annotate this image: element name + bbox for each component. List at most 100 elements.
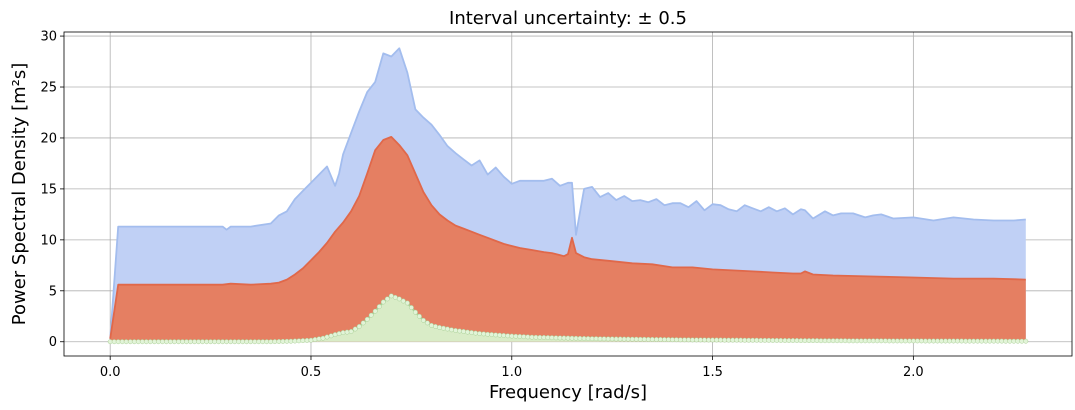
lower-bound-point [878, 338, 884, 344]
lower-bound-point [1007, 338, 1013, 344]
lower-bound-point [416, 313, 422, 319]
lower-bound-point [171, 339, 177, 345]
lower-bound-point [790, 338, 796, 343]
lower-bound-point [340, 330, 346, 336]
lower-bound-point [232, 339, 238, 345]
lower-bound-point [396, 296, 402, 302]
lower-bound-point [886, 338, 892, 344]
lower-bound-point [661, 337, 667, 343]
axis-ticks: 0.0 0.5 1.0 1.5 2.0 0 5 10 15 20 25 30 [40, 30, 923, 380]
lower-bound-point [119, 339, 125, 345]
lower-bound-point [669, 337, 675, 343]
lower-bound-point [300, 338, 306, 344]
lower-bound-point [665, 337, 671, 343]
lower-bound-point [433, 324, 438, 329]
lower-bound-point [200, 339, 205, 345]
lower-bound-point [746, 337, 752, 343]
lower-bound-point [814, 338, 820, 344]
lower-bound-point [469, 330, 475, 336]
lower-bound-point [682, 337, 687, 343]
lower-bound-point [328, 333, 334, 339]
lower-bound-point [686, 337, 691, 343]
lower-bound-point [392, 294, 398, 300]
lower-bound-point [657, 337, 663, 342]
lower-bound-point [943, 338, 948, 344]
x-tick-label: 0.5 [301, 365, 322, 380]
lower-bound-point [914, 338, 920, 344]
lower-bound-point [730, 337, 736, 343]
lower-bound-point [870, 338, 876, 344]
lower-bound-point [609, 336, 615, 342]
lower-bound-point [995, 338, 1001, 344]
lower-bound-point [272, 339, 278, 345]
lower-bound-point [653, 337, 659, 342]
lower-bound-point [762, 337, 768, 343]
lower-bound-point [260, 339, 266, 345]
lower-bound-point [372, 308, 378, 314]
lower-bound-point [424, 320, 430, 326]
lower-bound-point [465, 329, 471, 335]
lower-bound-point [734, 337, 740, 343]
lower-bound-point [176, 339, 181, 345]
lower-bound-point [151, 339, 157, 345]
lower-bound-point [196, 339, 201, 345]
lower-bound-point [959, 338, 965, 344]
lower-bound-point [714, 337, 720, 343]
lower-bound-point [537, 334, 543, 340]
lower-bound-point [979, 338, 985, 344]
lower-bound-point [810, 338, 816, 344]
lower-bound-point [236, 339, 242, 345]
lower-bound-point [862, 338, 868, 344]
lower-bound-point [718, 337, 724, 343]
lower-bound-point [645, 336, 651, 342]
lower-bound-point [408, 305, 414, 311]
y-tick-label: 30 [40, 30, 57, 45]
lower-bound-point [312, 337, 318, 342]
lower-bound-point [545, 335, 551, 341]
lower-bound-point [481, 331, 487, 337]
lower-bound-point [629, 336, 635, 342]
area-series [109, 47, 1026, 343]
lower-bound-point [557, 335, 563, 341]
lower-bound-point [621, 336, 627, 342]
lower-bound-point [368, 312, 374, 318]
lower-bound-point [268, 339, 274, 345]
lower-bound-point [750, 337, 756, 343]
lower-bound-point [228, 339, 234, 345]
lower-bound-point [288, 338, 294, 344]
lower-bound-point [677, 337, 683, 343]
lower-bound-point [834, 338, 840, 344]
lower-bound-point [135, 339, 141, 345]
lower-bound-point [601, 336, 607, 342]
lower-bound-point [348, 329, 354, 334]
plot-frame [63, 31, 1073, 357]
lower-bound-point [585, 336, 591, 342]
lower-bound-point [758, 337, 764, 343]
lower-bound-point [324, 334, 330, 340]
lower-bound-point [874, 338, 880, 344]
y-axis-label: Power Spectral Density [m²s] [9, 63, 30, 326]
lower-bound-point [1019, 338, 1025, 344]
lower-bound-point [838, 338, 844, 344]
lower-bound-point [364, 316, 370, 322]
lower-bound-point [850, 338, 856, 344]
lower-bound-point [388, 293, 394, 299]
lower-bound-point [320, 335, 326, 341]
lower-bound-point [910, 338, 916, 344]
lower-bound-point [376, 304, 382, 310]
lower-bound-point [569, 335, 575, 341]
lower-bound-point [906, 338, 912, 344]
lower-bound-point [441, 325, 446, 331]
lower-bound-point [710, 337, 716, 343]
lower-bound-point [208, 339, 214, 345]
lower-bound-point [521, 334, 527, 340]
lower-bound-point [493, 332, 499, 338]
lower-bound-point [866, 338, 872, 344]
lower-bound-point [155, 339, 161, 345]
lower-bound-point [951, 338, 956, 344]
lower-bound-point [501, 333, 507, 338]
lower-bound-point [163, 339, 169, 345]
y-tick-label: 15 [40, 182, 57, 197]
lower-bound-point [617, 336, 623, 342]
